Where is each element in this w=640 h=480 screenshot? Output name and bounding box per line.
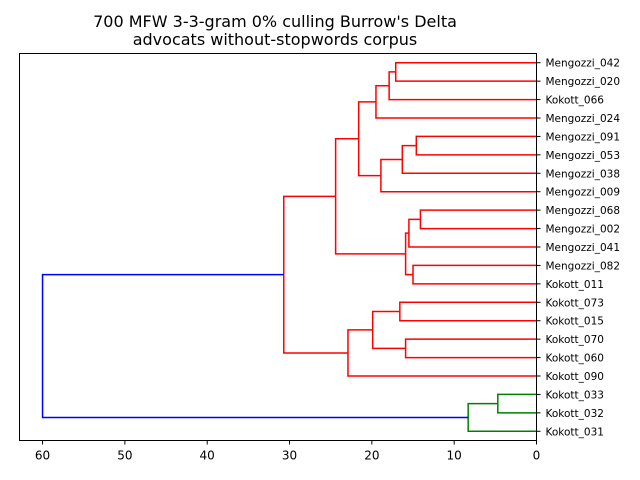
- plot-frame: [19, 53, 537, 441]
- link-k: [404, 232, 414, 276]
- link-h: [419, 209, 537, 230]
- leaf-label: Mengozzi_053: [546, 150, 621, 162]
- x-tick-label: 10: [447, 449, 462, 463]
- x-tick-label: 20: [364, 449, 379, 463]
- link-f: [380, 158, 537, 193]
- link-i: [408, 218, 537, 248]
- leaf-label: Mengozzi_042: [546, 58, 621, 70]
- link-a: [394, 61, 537, 82]
- leaf-label: Kokott_090: [546, 371, 604, 383]
- link-r: [497, 393, 537, 414]
- link-m: [399, 301, 537, 322]
- x-tick-label: 30: [282, 449, 297, 463]
- link-l: [334, 137, 406, 255]
- link-n: [404, 338, 537, 359]
- x-tick-label: 60: [35, 449, 50, 463]
- leaf-label: Kokott_066: [546, 95, 605, 107]
- leaf-label: Kokott_060: [546, 353, 604, 365]
- leaf-label: Mengozzi_082: [546, 260, 621, 272]
- link-c: [375, 85, 537, 119]
- leaf-label: Mengozzi_009: [546, 187, 621, 199]
- link-j: [412, 264, 537, 285]
- x-axis: 60 50 40 30 20 10 0: [35, 440, 541, 463]
- chart-title: 700 MFW 3-3-gram 0% culling Burrow's Del…: [93, 12, 457, 31]
- link-e: [401, 144, 537, 175]
- leaf-label: Mengozzi_041: [546, 242, 621, 254]
- link-p: [347, 329, 537, 377]
- link-t: [41, 273, 469, 419]
- leaf-label: Kokott_011: [546, 279, 604, 291]
- x-tick-label: 40: [200, 449, 215, 463]
- leaf-label: Mengozzi_091: [546, 131, 621, 143]
- link-b: [388, 71, 537, 101]
- link-o: [371, 310, 406, 350]
- link-d: [415, 135, 537, 156]
- leaf-label: Mengozzi_002: [546, 224, 621, 236]
- leaf-labels: Mengozzi_042 Mengozzi_020 Kokott_066 Mengoz…: [536, 58, 621, 438]
- leaf-label: Mengozzi_038: [546, 168, 621, 180]
- link-g: [357, 101, 381, 177]
- leaf-label: Mengozzi_020: [546, 76, 621, 88]
- link-q: [283, 195, 348, 354]
- leaf-label: Kokott_033: [546, 389, 604, 401]
- x-tick-label: 50: [117, 449, 132, 463]
- leaf-label: Mengozzi_024: [546, 113, 621, 125]
- leaf-label: Kokott_070: [546, 334, 604, 346]
- link-s: [467, 402, 537, 433]
- leaf-label: Kokott_073: [546, 297, 604, 309]
- x-tick-label: 0: [533, 449, 541, 463]
- leaf-label: Mengozzi_068: [546, 205, 621, 217]
- leaf-label: Kokott_031: [546, 426, 604, 438]
- leaf-label: Kokott_032: [546, 408, 604, 420]
- dendrogram-links: [41, 61, 537, 433]
- leaf-label: Kokott_015: [546, 316, 604, 328]
- chart-subtitle: advocats without-stopwords corpus: [133, 30, 418, 49]
